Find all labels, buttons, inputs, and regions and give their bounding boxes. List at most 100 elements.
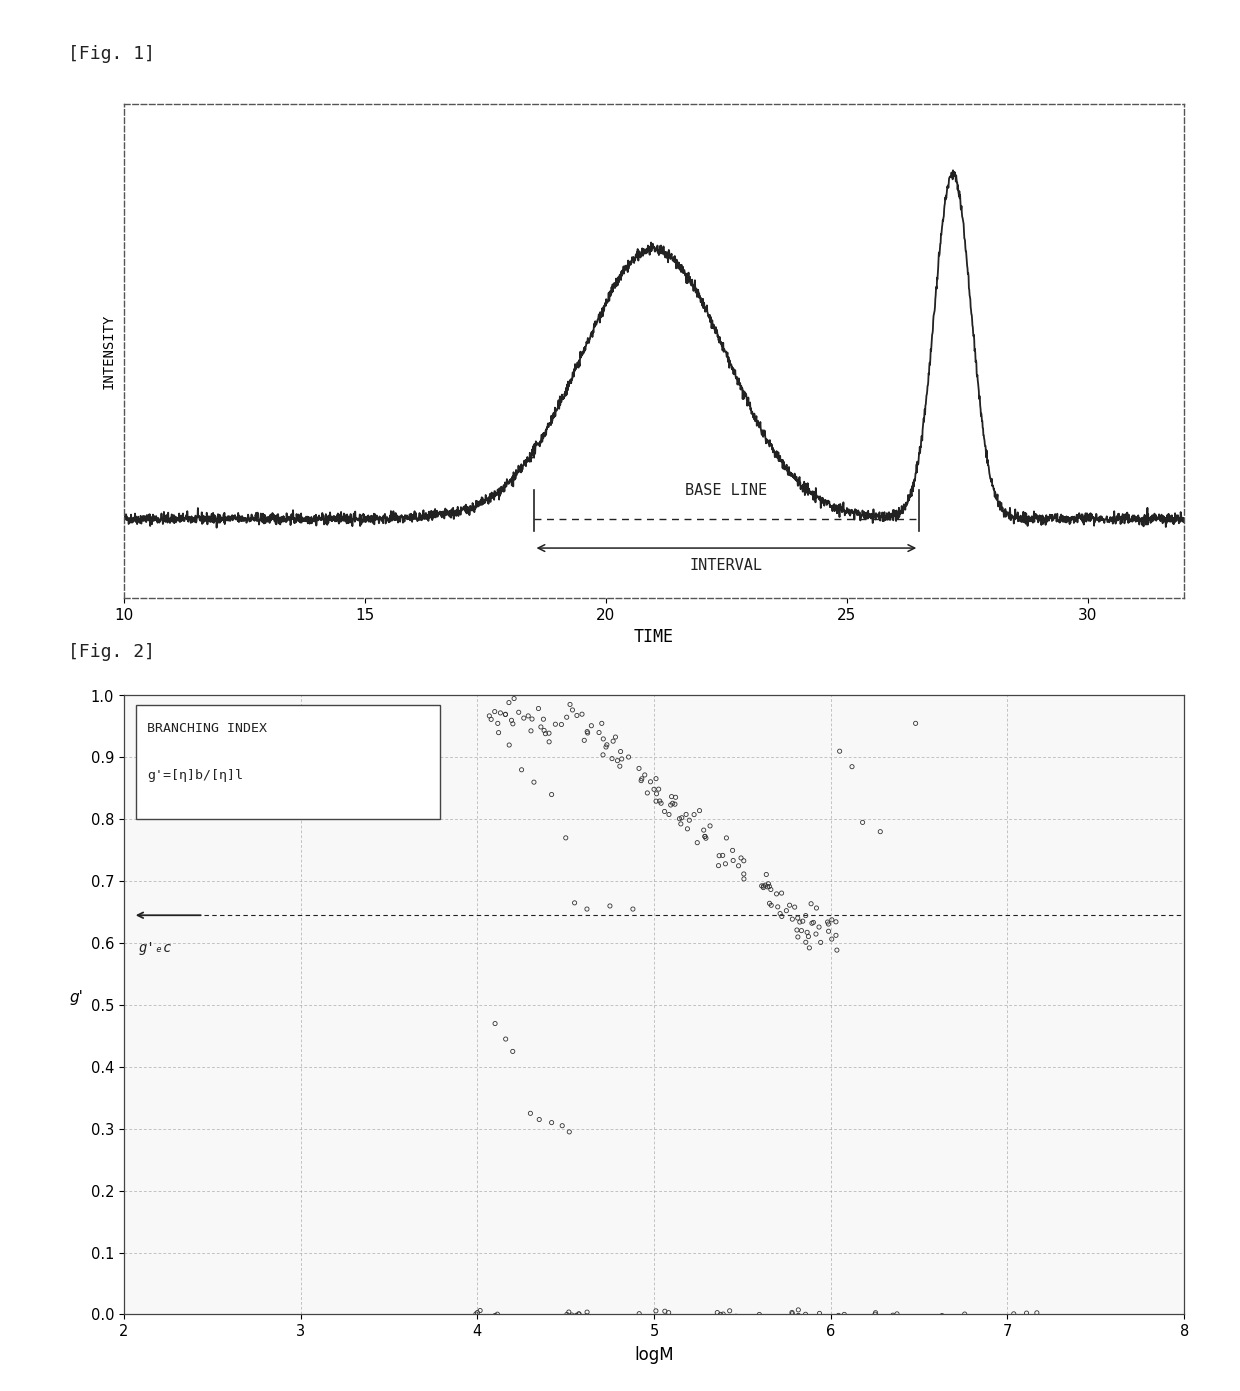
Point [470, 1299, 490, 1321]
Point [684, 804, 704, 826]
Point [694, 819, 714, 842]
X-axis label: TIME: TIME [634, 629, 675, 647]
Point [522, 708, 542, 730]
Point [1004, 1303, 1024, 1326]
Point [754, 876, 774, 899]
Point [577, 1301, 596, 1323]
Point [632, 768, 652, 790]
Point [649, 778, 668, 800]
Point [505, 687, 525, 709]
Point [711, 1303, 730, 1326]
Point [525, 771, 544, 793]
Point [955, 1303, 975, 1326]
Point [707, 1302, 727, 1324]
Point [696, 825, 715, 847]
Point [800, 936, 820, 958]
Text: BASE LINE: BASE LINE [686, 483, 768, 498]
Point [660, 804, 680, 826]
Point [729, 854, 749, 876]
Point [967, 1308, 987, 1330]
Point [818, 919, 838, 942]
Point [830, 740, 849, 762]
Point [818, 912, 838, 935]
X-axis label: logM: logM [635, 1346, 673, 1365]
Point [723, 839, 743, 861]
Point [631, 769, 651, 791]
Point [560, 693, 580, 715]
Point [605, 726, 625, 748]
Point [827, 1308, 847, 1330]
Point [760, 892, 780, 914]
Point [687, 832, 707, 854]
Point [759, 872, 779, 894]
Point [489, 722, 508, 744]
Point [521, 1102, 541, 1124]
Point [822, 908, 842, 931]
Point [533, 708, 553, 730]
Point [552, 1114, 572, 1136]
Point [531, 716, 551, 739]
Point [646, 768, 666, 790]
Point [694, 825, 714, 847]
Point [485, 701, 505, 723]
Point [680, 810, 699, 832]
Text: [Fig. 2]: [Fig. 2] [68, 643, 155, 661]
Point [802, 912, 822, 935]
Point [887, 1303, 906, 1326]
Point [810, 1302, 830, 1324]
Point [787, 907, 807, 929]
Point [670, 808, 689, 830]
Point [755, 874, 775, 896]
Point [542, 1111, 562, 1134]
Point [761, 878, 781, 900]
Point [662, 791, 682, 814]
Point [756, 864, 776, 886]
Point [512, 758, 532, 780]
Text: [Fig. 1]: [Fig. 1] [68, 45, 155, 63]
Point [503, 1040, 523, 1063]
Point [806, 897, 826, 919]
Point [491, 702, 511, 725]
Point [776, 900, 796, 922]
Point [780, 894, 800, 917]
Point [790, 911, 810, 933]
Point [608, 750, 627, 772]
Point [572, 702, 591, 725]
Point [646, 1299, 666, 1321]
Point [498, 691, 518, 714]
Point [651, 791, 671, 814]
Point [725, 1305, 745, 1327]
Point [578, 722, 598, 744]
Point [528, 697, 548, 719]
Text: INTERVAL: INTERVAL [689, 558, 763, 573]
Point [629, 1302, 649, 1324]
Point [734, 862, 754, 885]
Point [883, 1303, 903, 1326]
Point [487, 1303, 507, 1326]
Y-axis label: g': g' [69, 990, 84, 1004]
Point [562, 1303, 582, 1326]
Point [658, 1302, 678, 1324]
Point [564, 892, 584, 914]
Point [787, 926, 807, 949]
Point [711, 1308, 730, 1330]
Point [791, 919, 811, 942]
Point [487, 712, 507, 734]
Point [557, 1303, 577, 1326]
Point [577, 899, 596, 921]
Point [811, 932, 831, 954]
Point [866, 1302, 885, 1324]
Point [480, 705, 500, 727]
Point [727, 1305, 746, 1327]
Point [546, 714, 565, 736]
Point [485, 1013, 505, 1035]
Point [496, 704, 516, 726]
Point [534, 719, 554, 741]
Point [650, 790, 670, 812]
Point [559, 1121, 579, 1143]
Point [789, 1305, 808, 1327]
Point [559, 1301, 579, 1323]
Point [817, 911, 837, 933]
Point [782, 908, 802, 931]
Point [610, 740, 630, 762]
